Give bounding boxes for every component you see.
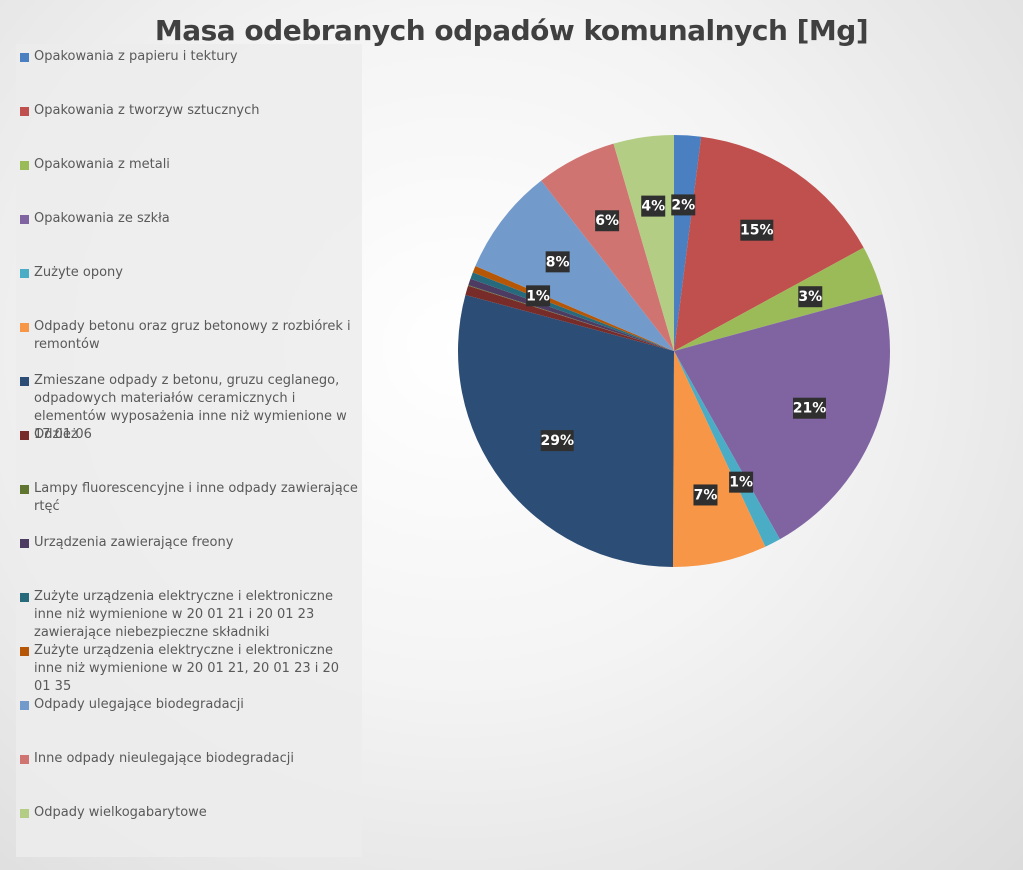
legend-swatch	[20, 539, 29, 548]
legend-item: Odpady ulegające biodegradacji	[20, 696, 358, 714]
legend-item: Inne odpady nieulegające biodegradacji	[20, 750, 358, 768]
legend-item: Odpady betonu oraz gruz betonowy z rozbi…	[20, 318, 358, 354]
legend-label: Opakowania ze szkła	[34, 211, 170, 226]
data-label-box	[526, 285, 551, 307]
pie-slice	[674, 247, 883, 351]
pie-slice	[465, 285, 674, 351]
legend-swatch	[20, 593, 29, 602]
data-label-box	[729, 471, 754, 493]
data-label-text: 3%	[798, 289, 822, 305]
legend-label: Zmieszane odpady z betonu, gruzu ceglane…	[34, 373, 347, 442]
legend-item: Odzież	[20, 426, 358, 444]
legend-label: Zużyte urządzenia elektryczne i elektron…	[34, 589, 333, 640]
data-label: 29%	[540, 430, 574, 452]
data-label-box	[671, 194, 696, 216]
pie-slice	[470, 272, 674, 351]
data-label: 3%	[798, 286, 823, 308]
pie-slice	[475, 180, 674, 351]
data-label: 4%	[641, 195, 666, 217]
legend-swatch	[20, 323, 29, 332]
legend-swatch	[20, 647, 29, 656]
legend-label: Opakowania z papieru i tektury	[34, 49, 238, 64]
legend-item: Zużyte opony	[20, 264, 358, 282]
data-label-text: 1%	[526, 288, 550, 304]
legend-swatch	[20, 269, 29, 278]
pie-slice	[672, 351, 766, 568]
legend-label: Opakowania z metali	[34, 157, 170, 172]
legend-item: Urządzenia zawierające freony	[20, 534, 358, 552]
legend-item: Zmieszane odpady z betonu, gruzu ceglane…	[20, 372, 358, 444]
pie-slice	[541, 143, 674, 351]
legend-item: Opakowania z papieru i tektury	[20, 48, 358, 66]
data-label: 21%	[792, 397, 827, 419]
data-label-text: 8%	[546, 254, 570, 270]
data-label-text: 1%	[729, 475, 753, 491]
data-label-text: 6%	[595, 213, 619, 229]
data-label-box	[792, 397, 826, 419]
pie-slice	[468, 285, 674, 351]
pie-slice	[468, 278, 674, 351]
legend-swatch	[20, 431, 29, 440]
legend-item: Opakowania ze szkła	[20, 210, 358, 228]
pie-slice	[674, 351, 780, 547]
legend-label: Opakowania z tworzyw sztucznych	[34, 103, 260, 118]
legend-swatch	[20, 701, 29, 710]
legend-swatch	[20, 809, 29, 818]
legend-swatch	[20, 161, 29, 170]
legend-label: Odpady ulegające biodegradacji	[34, 697, 244, 712]
legend-swatch	[20, 107, 29, 116]
legend-item: Zużyte urządzenia elektryczne i elektron…	[20, 642, 358, 696]
legend-label: Odpady betonu oraz gruz betonowy z rozbi…	[34, 319, 351, 352]
data-label-text: 29%	[540, 433, 574, 449]
data-label: 1%	[729, 471, 754, 493]
chart-legend: Opakowania z papieru i tektury Opakowania…	[16, 44, 362, 857]
data-label-text: 15%	[740, 223, 774, 239]
data-label-box	[740, 219, 774, 241]
data-label: 8%	[545, 251, 570, 273]
pie-slice	[472, 266, 674, 351]
data-label-box	[595, 210, 620, 232]
chart-title: Masa odebranych odpadów komunalnych [Mg]	[154, 14, 869, 47]
data-label-box	[545, 251, 570, 273]
data-label-box	[693, 484, 718, 506]
legend-swatch	[20, 215, 29, 224]
legend-label: Inne odpady nieulegające biodegradacji	[34, 751, 294, 766]
pie-slice	[674, 135, 702, 351]
pie-slice	[613, 135, 674, 351]
legend-label: Zużyte opony	[34, 265, 123, 280]
data-label: 1%	[526, 285, 551, 307]
data-label-box	[798, 286, 823, 308]
legend-item: Opakowania z metali	[20, 156, 358, 174]
legend-label: Odzież	[34, 427, 78, 442]
legend-swatch	[20, 53, 29, 62]
legend-swatch	[20, 377, 29, 386]
data-label-text: 2%	[671, 197, 695, 213]
legend-item: Opakowania z tworzyw sztucznych	[20, 102, 358, 120]
legend-item: Odpady wielkogabarytowe	[20, 804, 358, 822]
data-label-text: 7%	[694, 487, 718, 503]
data-label: 2%	[671, 194, 696, 216]
pie-slice	[674, 136, 864, 351]
data-label: 7%	[693, 484, 718, 506]
data-label-text: 4%	[641, 199, 665, 215]
legend-label: Lampy fluorescencyjne i inne odpady zawi…	[34, 481, 358, 514]
data-label-text: 21%	[793, 401, 827, 417]
legend-label: Urządzenia zawierające freony	[34, 535, 234, 550]
data-label: 6%	[595, 210, 620, 232]
data-label: 15%	[740, 219, 774, 241]
pie-slice	[674, 294, 891, 540]
legend-swatch	[20, 755, 29, 764]
legend-label: Odpady wielkogabarytowe	[34, 805, 207, 820]
legend-swatch	[20, 485, 29, 494]
legend-item: Zużyte urządzenia elektryczne i elektron…	[20, 588, 358, 642]
legend-item: Lampy fluorescencyjne i inne odpady zawi…	[20, 480, 358, 516]
data-label-box	[641, 195, 666, 217]
legend-label: Zużyte urządzenia elektryczne i elektron…	[34, 643, 340, 694]
data-label-box	[540, 430, 574, 452]
